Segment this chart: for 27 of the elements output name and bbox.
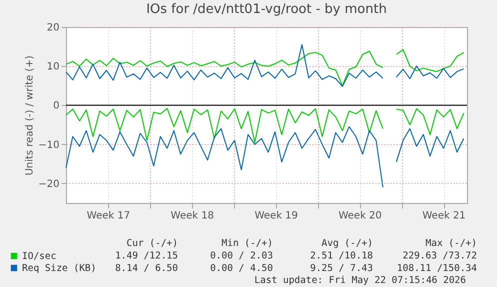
legend-label: IO/sec [22,251,56,262]
text: Min (-/+) [222,238,273,249]
text: 1.49 /12.15 [115,250,178,262]
y-axis-title: Units read (-) / write (+) [24,55,36,176]
text: 8.14 / 6.50 [115,263,178,274]
text: 229.63 /73.72 [402,250,477,262]
text: 0.00 / 2.03 [210,250,273,262]
text: 2.51 /10.18 [310,250,374,262]
x-tick-label: Week 19 [254,210,298,222]
x-tick-label: Week 18 [170,210,214,222]
text: 108.11 /150.34 [396,263,478,274]
y-tick-label: −20 [38,178,60,190]
text: 0.00 / 4.50 [210,263,274,274]
legend-label: Req Size (KB) [22,263,96,274]
x-tick-label: Week 17 [86,210,130,222]
y-tick-label: 10 [46,62,60,73]
chart-title: IOs for /dev/ntt01-vg/root - by month [146,2,387,17]
x-tick-label: Week 21 [422,210,466,222]
y-tick-label: 20 [46,22,60,34]
text: Max (-/+) [426,238,477,249]
text: Avg (-/+) [322,238,373,249]
text: 9.25 / 7.43 [310,263,373,274]
text: Last update: Fri May 22 07:15:46 2026 [254,275,466,286]
y-tick-label: −10 [38,140,60,151]
text: Cur (-/+) [126,238,178,249]
y-tick-label: 0 [53,100,60,112]
x-tick-label: Week 20 [338,210,382,222]
